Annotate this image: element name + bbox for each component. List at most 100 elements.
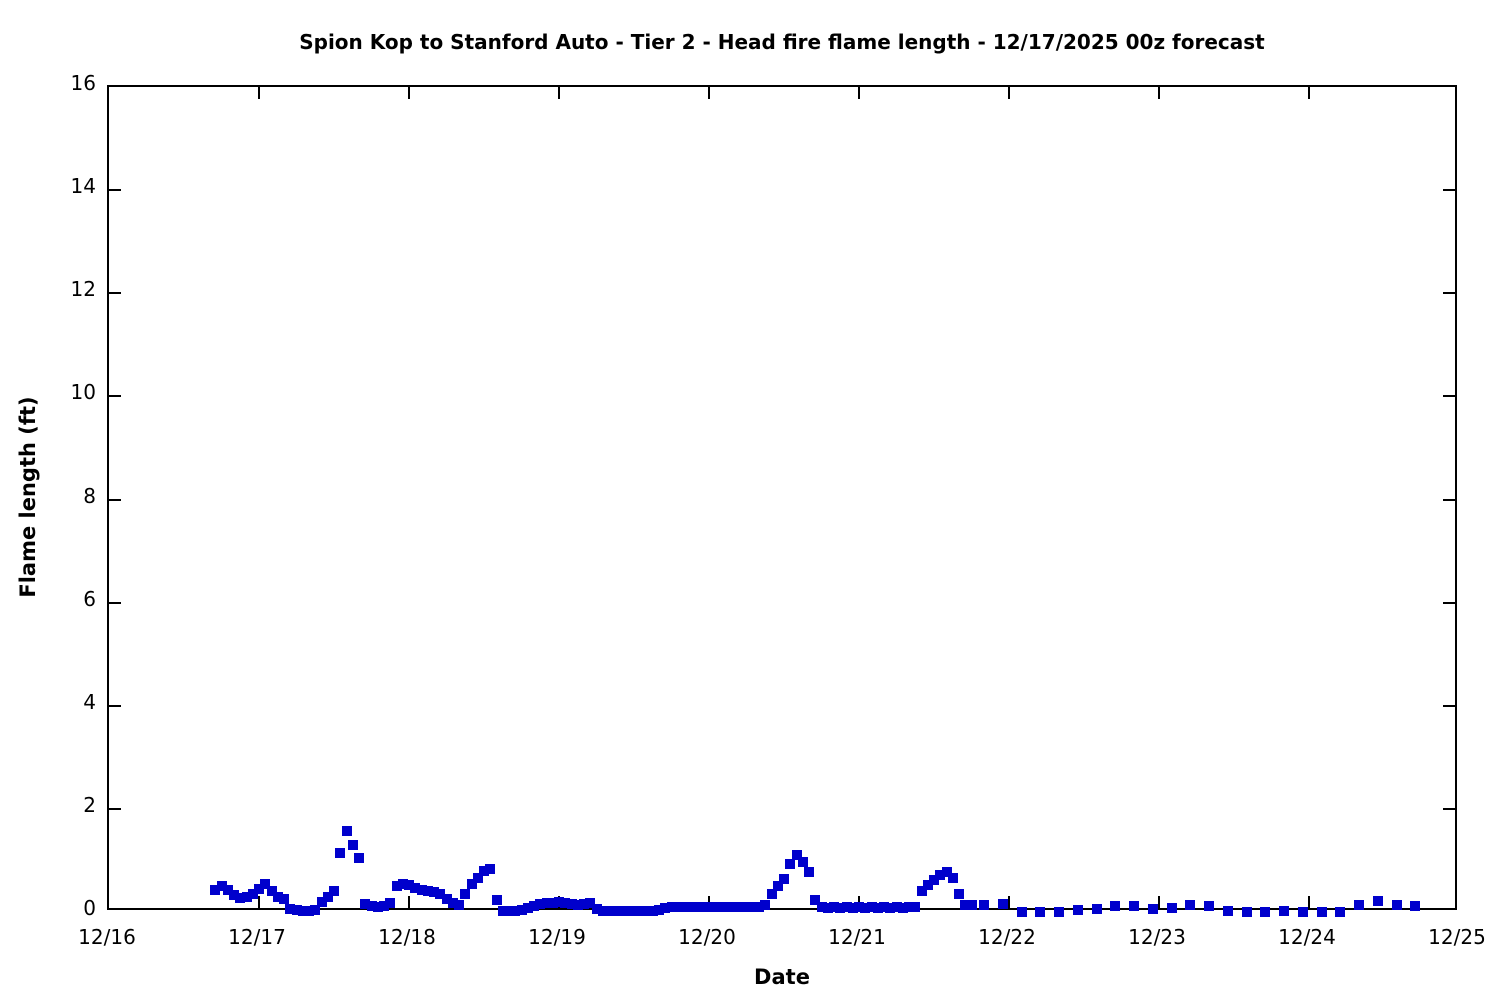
data-point (466, 878, 477, 889)
data-point (341, 825, 352, 836)
y-tick-mark (1443, 807, 1455, 810)
y-tick-mark (109, 498, 121, 501)
y-tick-mark (1443, 498, 1455, 501)
data-point (579, 899, 589, 910)
data-point (497, 905, 508, 916)
data-point (260, 878, 271, 889)
x-tick-mark (258, 896, 260, 908)
data-point (816, 901, 827, 912)
data-point (897, 902, 908, 913)
data-point (1054, 907, 1064, 917)
data-point (1147, 903, 1158, 914)
x-tick-label: 12/24 (1278, 925, 1336, 949)
data-point (954, 888, 964, 899)
data-point (1204, 900, 1214, 911)
data-point (1354, 899, 1364, 910)
data-point (922, 880, 933, 891)
data-point (316, 896, 327, 907)
data-point (616, 905, 627, 916)
data-point (729, 901, 739, 912)
data-point (366, 900, 377, 911)
data-point (804, 866, 814, 877)
data-point (916, 886, 927, 897)
y-tick-label: 2 (83, 792, 96, 817)
data-point (1410, 900, 1421, 911)
x-tick-label: 12/23 (1128, 925, 1186, 949)
data-point (329, 886, 339, 897)
data-point (941, 866, 952, 877)
data-point (1372, 896, 1383, 907)
data-point (1297, 907, 1308, 917)
x-tick-mark (1008, 87, 1010, 99)
x-tick-mark (1308, 896, 1310, 908)
data-point (435, 889, 446, 900)
y-tick-label: 0 (83, 896, 96, 920)
data-point (766, 888, 777, 899)
data-point (516, 905, 527, 916)
data-point (791, 850, 802, 861)
y-tick-mark (109, 807, 121, 810)
data-point (935, 869, 946, 880)
data-point (504, 905, 514, 916)
data-point (460, 888, 471, 899)
data-point (754, 901, 764, 912)
x-tick-label: 12/19 (528, 925, 586, 949)
data-point (1072, 904, 1083, 915)
data-point (997, 898, 1008, 909)
data-point (404, 879, 414, 890)
data-point (272, 891, 283, 902)
data-point (541, 898, 552, 909)
y-tick-mark (109, 601, 121, 604)
y-tick-label: 8 (83, 483, 96, 508)
data-point (910, 901, 921, 912)
data-point (641, 905, 652, 916)
data-point (779, 874, 789, 884)
data-point (854, 901, 864, 912)
data-point (966, 899, 977, 910)
data-point (1016, 907, 1027, 917)
data-point (604, 905, 614, 916)
data-point (891, 901, 902, 912)
data-point (1241, 907, 1252, 917)
data-point (447, 898, 458, 909)
data-point (841, 901, 852, 912)
plot-area (107, 85, 1457, 917)
y-tick-label: 4 (83, 689, 96, 714)
data-point (660, 902, 671, 913)
data-point (322, 891, 333, 902)
data-point (885, 902, 896, 913)
data-point (785, 859, 796, 870)
x-tick-label: 12/16 (78, 925, 136, 949)
data-point (1035, 907, 1046, 917)
data-point (747, 901, 758, 912)
data-point (566, 899, 577, 910)
data-point (847, 902, 858, 913)
data-point (379, 900, 389, 911)
data-point (929, 875, 939, 886)
data-point (247, 888, 258, 899)
data-point (210, 884, 221, 895)
x-tick-label: 12/22 (978, 925, 1036, 949)
y-tick-label: 16 (70, 71, 96, 95)
x-tick-mark (258, 87, 260, 99)
data-point (647, 905, 658, 916)
data-point (554, 896, 564, 907)
data-point (722, 901, 733, 912)
y-tick-mark (1443, 292, 1455, 295)
data-point (485, 864, 496, 875)
data-point (535, 898, 546, 909)
x-tick-label: 12/21 (828, 925, 886, 949)
data-point (410, 883, 421, 894)
data-point (760, 899, 771, 910)
x-tick-label: 12/20 (678, 925, 736, 949)
x-tick-mark (1308, 87, 1310, 99)
y-tick-mark (1443, 601, 1455, 604)
data-point (572, 900, 583, 911)
y-tick-label: 6 (83, 586, 96, 611)
data-point (472, 873, 483, 884)
data-point (529, 900, 539, 911)
data-point (1391, 899, 1402, 910)
data-point (1222, 905, 1233, 916)
data-point (1091, 903, 1102, 914)
